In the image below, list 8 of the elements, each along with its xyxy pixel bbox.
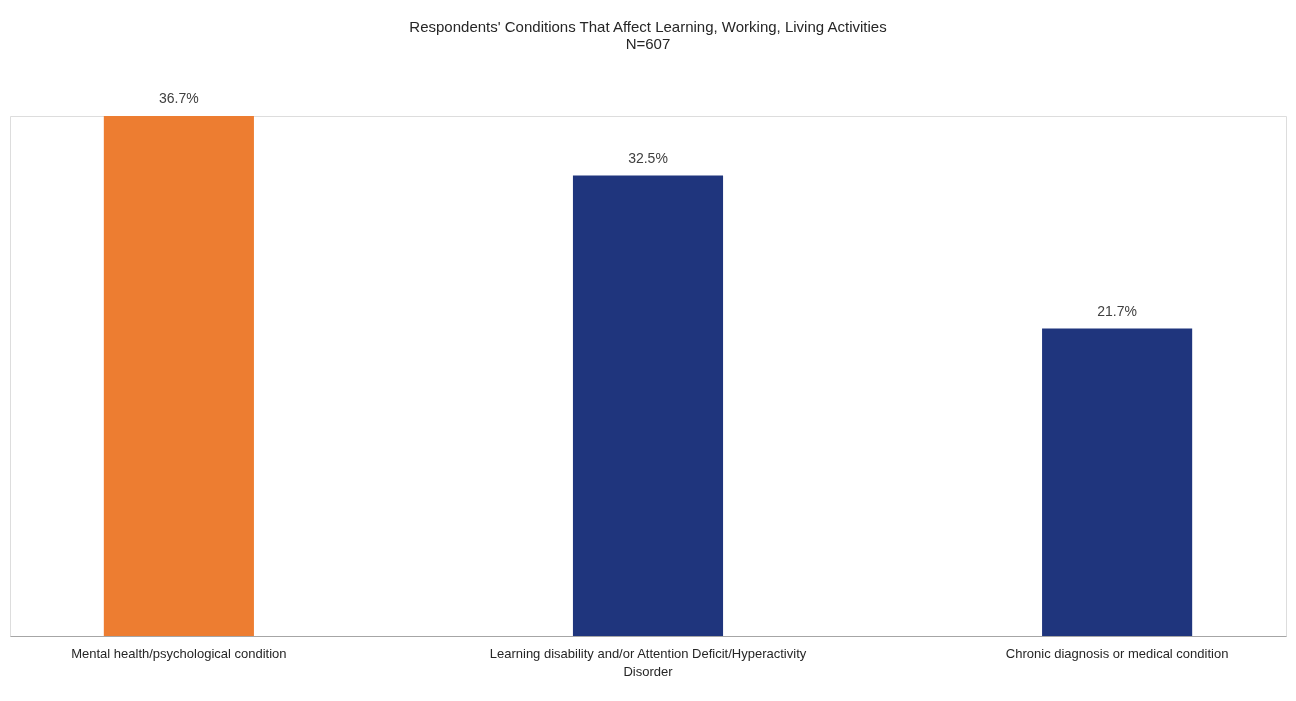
x-tick-label: Mental health/psychological condition (71, 646, 287, 661)
x-tick-label: Chronic diagnosis or medical condition (1005, 646, 1229, 661)
data-label: 36.7% (159, 90, 199, 106)
data-label: 21.7% (1097, 302, 1137, 319)
chart-title: Respondents' Conditions That Affect Learning, Working, Living Activities (409, 18, 887, 35)
data-label: 32.5% (628, 149, 668, 166)
x-tick-label: Learning disability and/or Attention Deficit/Hyperactivity Disorder (489, 646, 807, 679)
chart-subtitle: N=607 (625, 35, 671, 52)
